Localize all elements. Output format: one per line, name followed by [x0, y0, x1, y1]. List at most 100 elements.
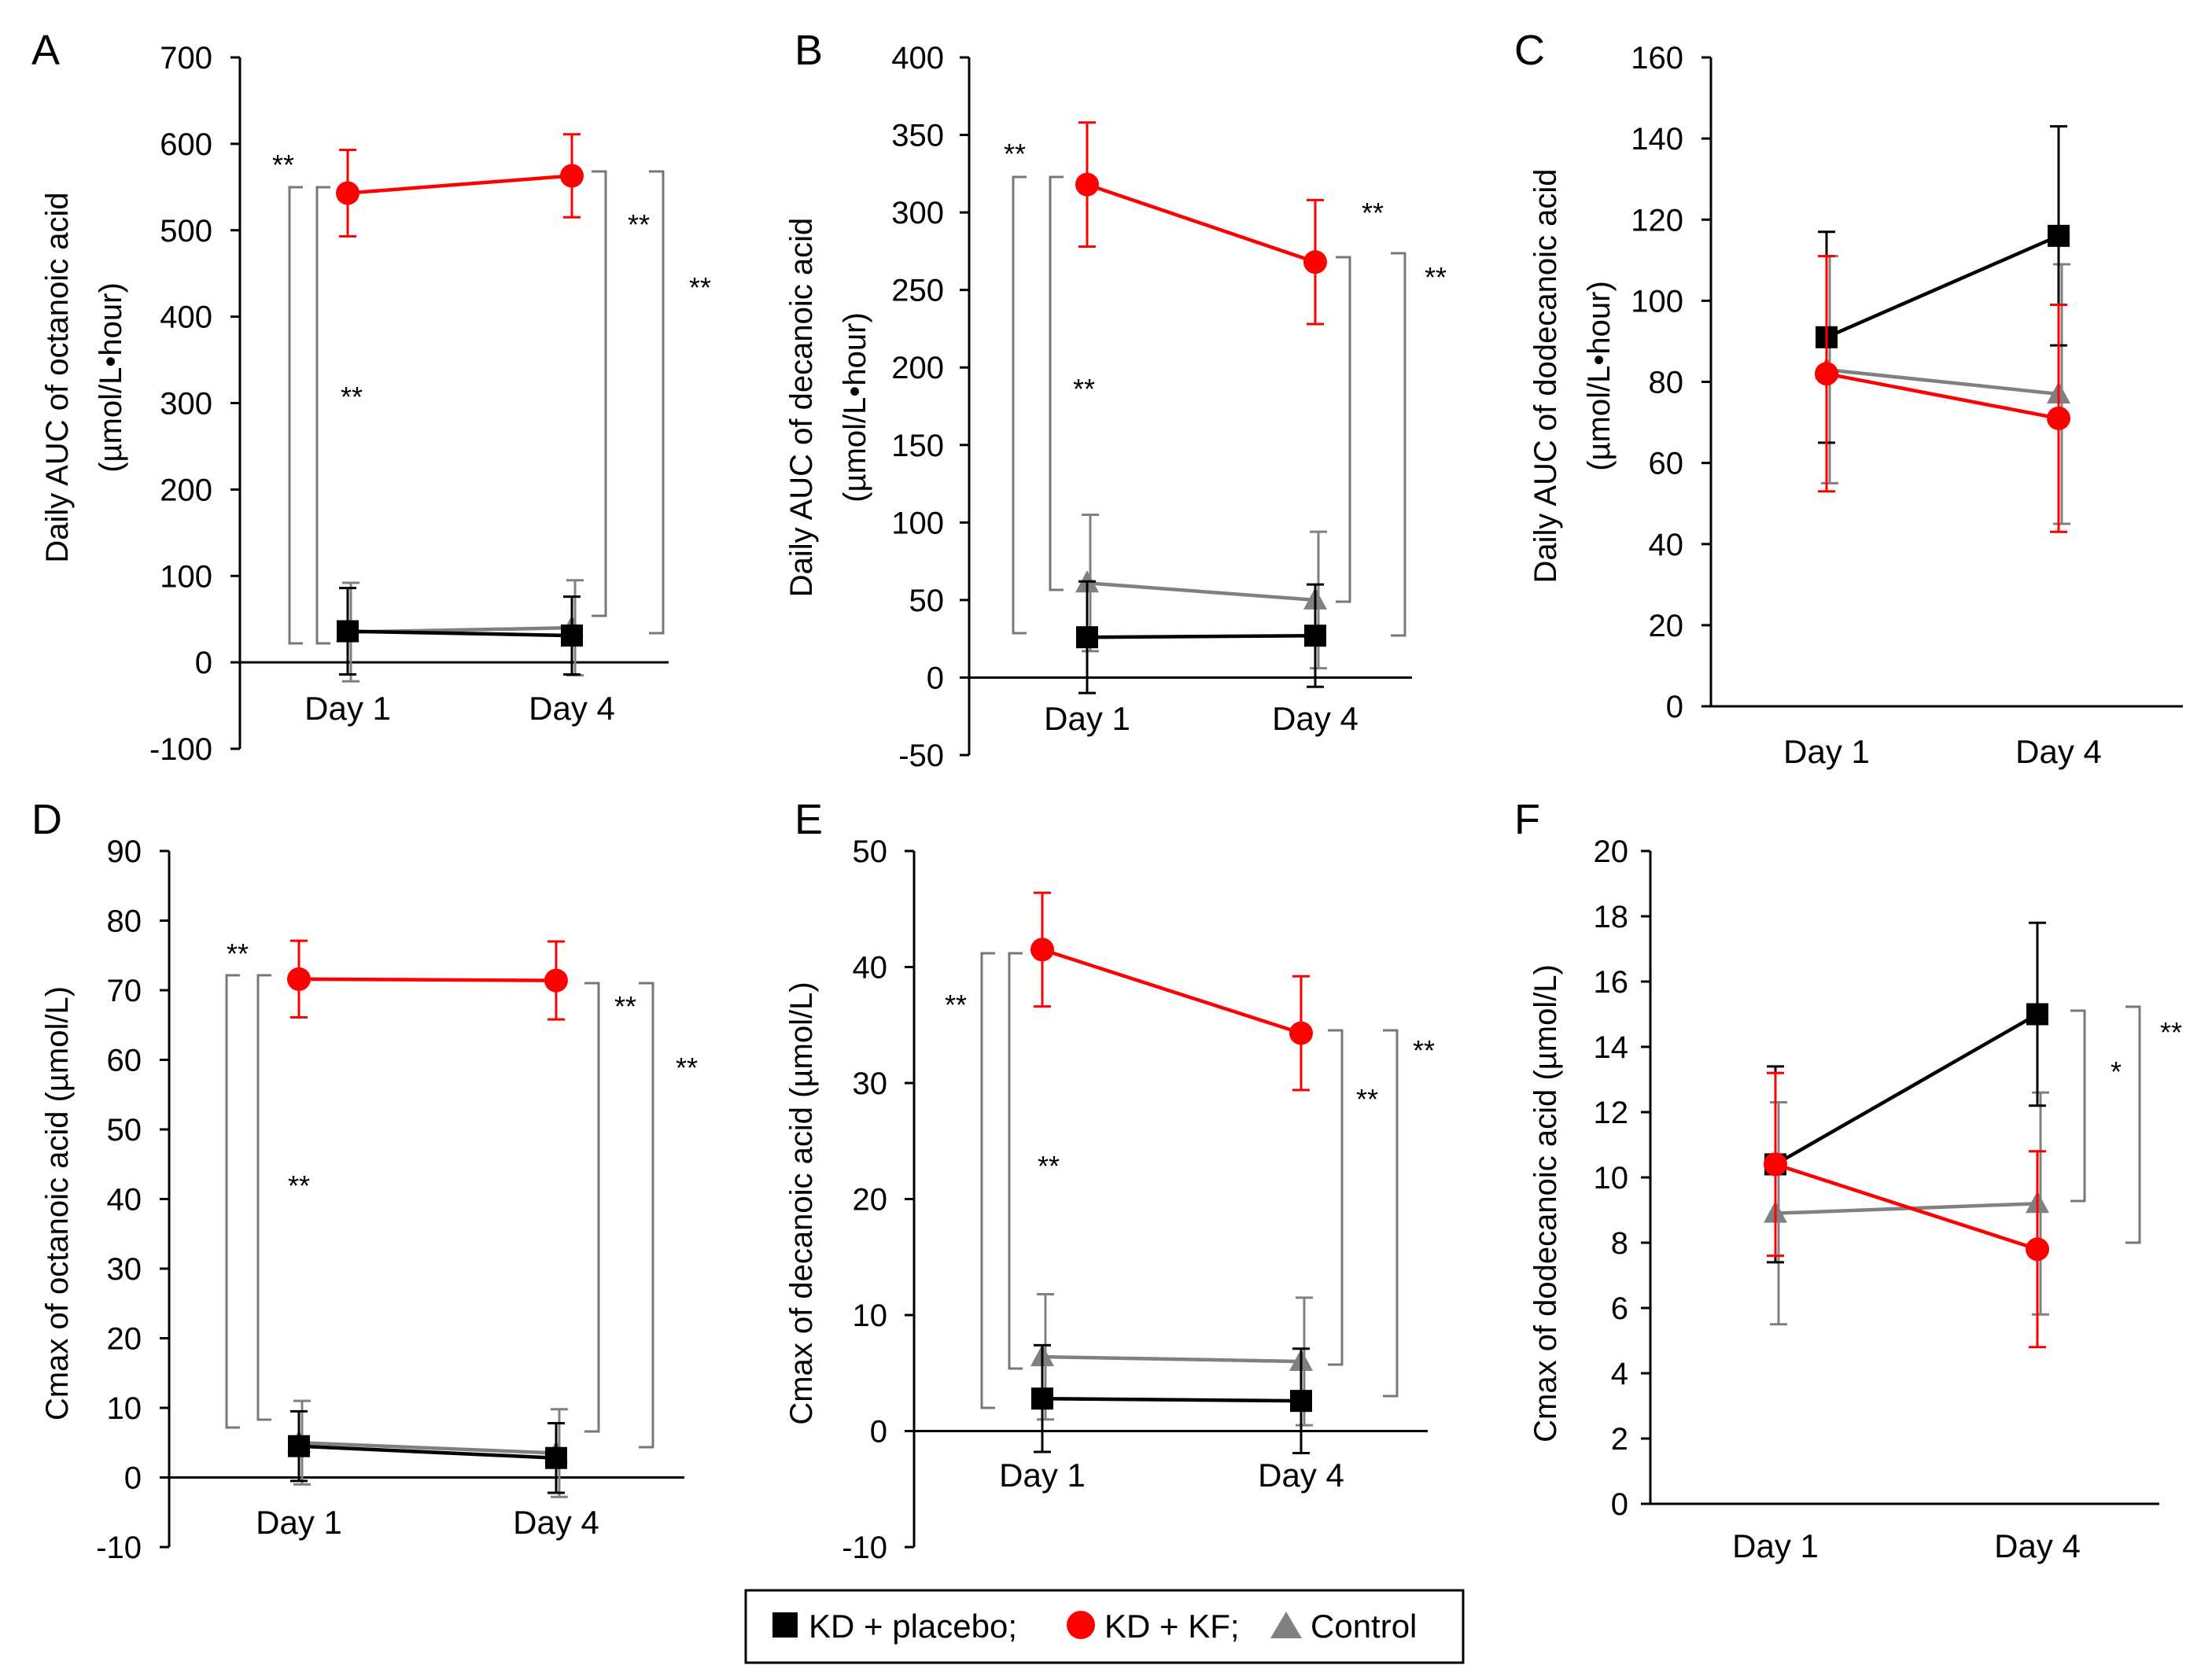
series-kd-placebo	[288, 1409, 567, 1494]
significance-label: **	[1362, 197, 1384, 229]
data-point-square	[1304, 624, 1326, 647]
significance-label: **	[628, 208, 650, 241]
data-point-circle	[1075, 172, 1099, 197]
y-tick-label: 10	[1594, 1161, 1629, 1196]
significance-label: **	[689, 271, 711, 304]
series-line	[1775, 1162, 2038, 1251]
y-tick-label: 30	[107, 1252, 142, 1287]
x-category-label: Day 1	[256, 1504, 342, 1541]
y-tick-label: 100	[1631, 284, 1683, 319]
panel-f: F Cmax of dodecanoic acid (µmol/L) 20 18…	[1514, 796, 2182, 1564]
svg-text:(µmol/L•hour): (µmol/L•hour)	[838, 312, 872, 503]
data-point-square	[561, 624, 583, 647]
significance-label: **	[227, 938, 249, 970]
y-tick-label: 70	[107, 974, 142, 1008]
y-tick-label: 150	[891, 429, 944, 463]
significance-label: **	[676, 1052, 698, 1084]
svg-text:Daily AUC of dodecanoic acid: Daily AUC of dodecanoic acid	[1528, 169, 1563, 584]
y-tick-label: 300	[160, 387, 212, 422]
legend: KD + placebo; KD + KF; Control	[744, 1589, 1465, 1664]
legend-label: KD + placebo;	[809, 1608, 1017, 1645]
series-kd-kf	[336, 133, 584, 238]
y-axis-label: Cmax of dodecanoic acid (µmol/L)	[1528, 964, 1563, 1442]
y-tick-label: 400	[891, 41, 944, 76]
y-tick-label: 10	[107, 1391, 142, 1426]
y-tick-label: 8	[1611, 1226, 1628, 1261]
y-tick-label: -10	[842, 1531, 887, 1565]
y-axis-label: Daily AUC of dodecanoic acid (µmol/L•hou…	[1528, 169, 1617, 584]
significance-label: **	[945, 989, 967, 1021]
significance-label: **	[1413, 1034, 1435, 1067]
y-tick-label: 20	[853, 1183, 888, 1218]
series-kd-kf	[1075, 121, 1327, 326]
series-kd-kf	[1815, 255, 2070, 533]
y-tick-label: 50	[107, 1113, 142, 1148]
panel-c: C Daily AUC of dodecanoic acid (µmol/L•h…	[1514, 27, 2183, 770]
y-tick-label: 6	[1611, 1291, 1628, 1326]
legend-marker-square	[772, 1612, 798, 1638]
y-tick-label: 0	[124, 1461, 142, 1496]
significance-label: **	[1004, 138, 1026, 170]
svg-text:Cmax of decanoic acid (µmol/L): Cmax of decanoic acid (µmol/L)	[784, 982, 819, 1424]
x-category-label: Day 4	[2015, 733, 2102, 770]
panel-letter: B	[794, 27, 823, 74]
panel-letter: E	[794, 796, 823, 843]
y-tick-label: 50	[853, 834, 888, 869]
series-line	[298, 1444, 557, 1460]
data-point-circle	[560, 164, 584, 188]
y-axis-label: Daily AUC of octanoic acid (µmol/L•hour)	[40, 192, 128, 562]
significance-label: **	[1356, 1083, 1378, 1115]
x-category-label: Day 1	[304, 690, 391, 727]
significance-label: **	[272, 149, 294, 181]
panel-b: B Daily AUC of decanoic acid (µmol/L•hou…	[784, 27, 1447, 773]
y-tick-label: 200	[891, 351, 944, 385]
panel-letter: F	[1514, 796, 1540, 843]
series-line	[1041, 1396, 1302, 1403]
series-line	[1826, 367, 2059, 396]
legend-marker-triangle	[1270, 1612, 1302, 1638]
data-point-square	[1031, 1387, 1053, 1410]
series-line	[1086, 580, 1316, 602]
y-tick-label: -100	[149, 732, 212, 767]
y-tick-label: 700	[160, 41, 212, 76]
data-point-square	[545, 1446, 567, 1469]
data-point-square	[2026, 1003, 2048, 1026]
y-tick-label: 10	[853, 1299, 888, 1333]
y-tick-label: 16	[1594, 965, 1629, 1000]
series-line	[1774, 1012, 2039, 1166]
y-tick-label: 0	[927, 661, 944, 695]
y-tick-label: 90	[107, 834, 142, 869]
y-tick-label: 0	[870, 1415, 887, 1450]
data-point-circle	[1815, 362, 1838, 386]
panel-a: A Daily AUC of octanoic acid (µmol/L•hou…	[31, 27, 711, 767]
y-tick-label: 500	[160, 214, 212, 249]
significance-label: *	[2111, 1056, 2122, 1088]
y-tick-label: 160	[1631, 41, 1683, 76]
data-point-circle	[1303, 250, 1327, 274]
x-category-label: Day 4	[529, 690, 615, 727]
series-line	[1041, 948, 1302, 1035]
data-point-square	[288, 1435, 310, 1457]
series-control	[1815, 255, 2070, 525]
series-line	[298, 1441, 557, 1455]
y-axis-label: Cmax of octanoic acid (µmol/L)	[40, 986, 75, 1420]
y-tick-label: 0	[1666, 690, 1683, 724]
significance-label: **	[2160, 1016, 2182, 1048]
series-kd-placebo	[1031, 1343, 1312, 1455]
data-point-circle	[1030, 938, 1054, 962]
series-kd-kf	[1764, 1071, 2049, 1349]
data-point-circle	[1764, 1152, 1787, 1177]
y-tick-label: 18	[1594, 900, 1629, 934]
y-tick-label: 30	[853, 1067, 888, 1101]
x-category-label: Day 1	[1783, 733, 1870, 770]
panel-letter: C	[1514, 27, 1545, 74]
data-point-square	[1076, 626, 1098, 649]
significance-label: **	[288, 1170, 310, 1202]
data-point-circle	[336, 181, 359, 205]
y-tick-label: 60	[107, 1044, 142, 1078]
significance-label: **	[341, 381, 363, 413]
significance-brackets	[288, 170, 665, 645]
svg-text:Cmax of octanoic acid (µmol/L): Cmax of octanoic acid (µmol/L)	[40, 986, 75, 1420]
data-point-square	[2048, 224, 2070, 247]
